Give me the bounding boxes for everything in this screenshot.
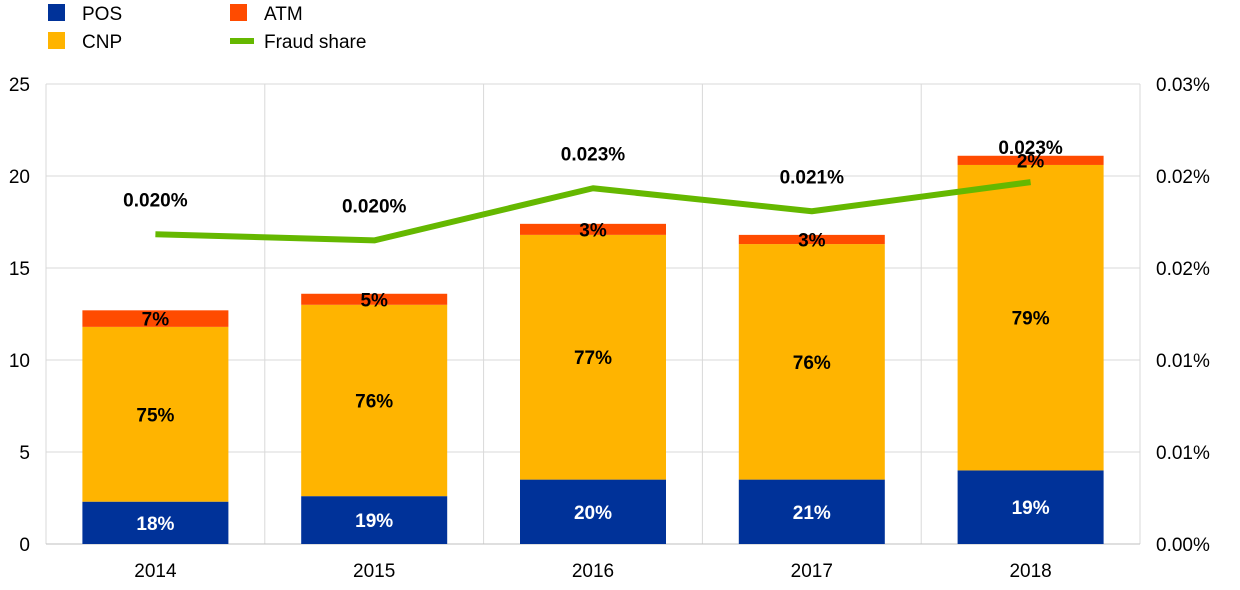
right-axis-tick-label: 0.02% — [1156, 259, 1210, 280]
bar-label-pos-2017: 21% — [793, 503, 831, 524]
fraud-share-line — [155, 179, 1031, 244]
bar-pos-2015 — [301, 496, 448, 544]
fraud-share-label-2014: 0.020% — [123, 190, 188, 211]
fraud-share-label-2016: 0.023% — [561, 144, 626, 165]
bar-label-cnp-2018: 79% — [1012, 309, 1050, 330]
legend-swatch-cnp — [48, 32, 65, 49]
legend-swatch-atm — [230, 4, 247, 21]
left-axis-tick-label: 15 — [9, 259, 30, 280]
bar-cnp-2017 — [738, 244, 885, 480]
left-axis-tick-label: 0 — [19, 535, 30, 556]
fraud-share-label-2018: 0.023% — [998, 138, 1063, 159]
right-axis-tick-label: 0.01% — [1156, 443, 1210, 464]
bar-label-cnp-2016: 77% — [574, 348, 612, 369]
legend-label-pos: POS — [82, 4, 122, 25]
bar-atm-2016 — [520, 223, 666, 235]
x-axis-tick-label: 2015 — [353, 561, 395, 582]
bar-pos-2018 — [957, 470, 1104, 544]
left-axis-tick-label: 20 — [9, 167, 30, 188]
bar-atm-2017 — [738, 234, 885, 245]
bar-cnp-2016 — [520, 234, 666, 480]
fraud-share-label-2017: 0.021% — [780, 167, 845, 188]
bar-label-atm-2017: 3% — [798, 230, 826, 251]
bar-label-atm-2015: 5% — [360, 290, 388, 311]
bar-label-cnp-2017: 76% — [793, 353, 831, 374]
bar-label-atm-2014: 7% — [142, 310, 170, 331]
legend-label-fraud-share: Fraud share — [264, 32, 366, 53]
x-axis-tick-label: 2018 — [1009, 561, 1051, 582]
bar-atm-2018 — [957, 155, 1104, 165]
legend-swatch-pos — [48, 4, 65, 21]
bar-pos-2014 — [82, 501, 229, 544]
x-axis-tick-label: 2017 — [791, 561, 833, 582]
bar-label-atm-2018: 2% — [1017, 151, 1045, 172]
bar-cnp-2018 — [957, 164, 1104, 471]
bar-pos-2016 — [520, 479, 666, 544]
right-axis-tick-label: 0.02% — [1156, 167, 1210, 188]
bar-label-pos-2018: 19% — [1012, 498, 1050, 519]
bar-label-pos-2014: 18% — [136, 514, 174, 535]
right-axis-tick-label: 0.03% — [1156, 75, 1210, 96]
left-axis-tick-label: 5 — [19, 443, 30, 464]
right-axis-tick-label: 0.01% — [1156, 351, 1210, 372]
right-axis-tick-label: 0.00% — [1156, 535, 1210, 556]
bar-cnp-2015 — [301, 304, 448, 497]
left-axis-tick-label: 25 — [9, 75, 30, 96]
fraud-share-label-2015: 0.020% — [342, 196, 407, 217]
bar-pos-2017 — [738, 479, 885, 544]
bar-label-cnp-2015: 76% — [355, 391, 393, 412]
bar-atm-2014 — [82, 310, 229, 327]
left-axis-tick-label: 10 — [9, 351, 30, 372]
x-axis-tick-label: 2016 — [572, 561, 614, 582]
bar-label-pos-2015: 19% — [355, 511, 393, 532]
bar-label-pos-2016: 20% — [574, 503, 612, 524]
bar-atm-2015 — [301, 293, 448, 305]
bar-label-cnp-2014: 75% — [136, 405, 174, 426]
x-axis-tick-label: 2014 — [134, 561, 177, 582]
legend-label-cnp: CNP — [82, 32, 122, 53]
bar-label-atm-2016: 3% — [579, 220, 607, 241]
bar-cnp-2014 — [82, 326, 229, 502]
legend-label-atm: ATM — [264, 4, 303, 25]
